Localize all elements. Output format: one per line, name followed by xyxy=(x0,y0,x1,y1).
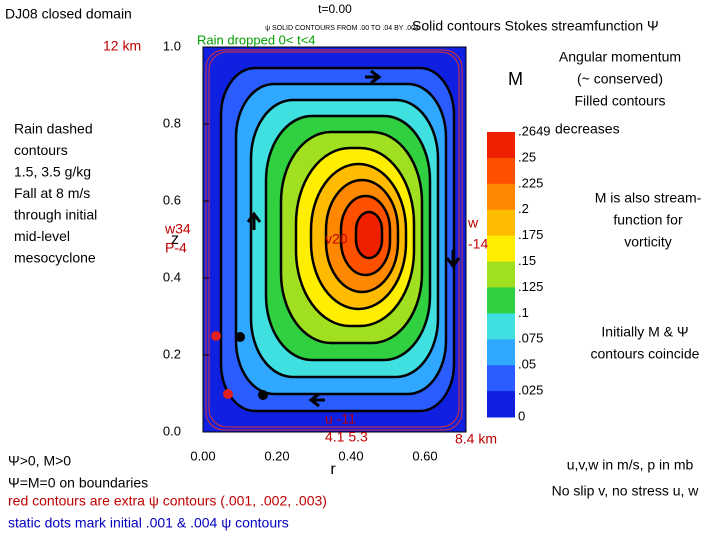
marker-dot xyxy=(211,331,221,341)
coincide-note: Initially M & Ψ xyxy=(601,324,688,340)
decreases: decreases xyxy=(555,121,620,137)
angular-note: Angular momentum xyxy=(559,49,681,65)
arrow xyxy=(365,69,382,85)
plot-subtitle: ψ SOLID CONTOURS FROM .00 TO .04 BY .004 xyxy=(265,25,419,32)
positive-note: Ψ>0, M>0 xyxy=(8,453,71,469)
colorbar-band xyxy=(487,209,515,237)
colorbar-tick-label: .025 xyxy=(518,383,543,398)
colorbar-tick-label: .075 xyxy=(518,331,543,346)
x-tick-label: 0.20 xyxy=(264,448,289,463)
colorbar-band xyxy=(487,339,515,366)
colorbar-band xyxy=(487,132,515,159)
colorbar-band xyxy=(487,287,515,314)
colorbar-band xyxy=(487,157,515,185)
colorbar-band xyxy=(487,391,515,418)
colorbar-band xyxy=(487,183,515,211)
rain-note: mesocyclone xyxy=(14,250,96,266)
y-tick-label: 1.0 xyxy=(163,38,181,53)
units-note: u,v,w in m/s, p in mb xyxy=(567,457,694,473)
colorbar-tick-label: .1 xyxy=(518,305,529,320)
coincide-note: contours coincide xyxy=(591,346,700,362)
arrow xyxy=(308,392,325,408)
w-left-label: w34 xyxy=(164,221,191,237)
colorbar-tick-label: .175 xyxy=(518,227,543,242)
colorbar-tick-label: .2649 xyxy=(518,123,551,138)
x-tick-label: 0.00 xyxy=(190,448,215,463)
height-label: 12 km xyxy=(103,38,141,54)
dots-note: static dots mark initial .001 & .004 ψ c… xyxy=(8,515,289,531)
rain-note: Fall at 8 m/s xyxy=(14,185,90,201)
width-label: 8.4 km xyxy=(455,431,497,447)
angular-note: (~ conserved) xyxy=(577,71,663,87)
boundary-note: Ψ=M=0 on boundaries xyxy=(8,475,148,491)
x-tick-label: 0.60 xyxy=(412,448,437,463)
rain-dropped: Rain dropped 0< t<4 xyxy=(197,32,316,47)
colorbar-tick-label: 0 xyxy=(518,408,525,423)
red-contour xyxy=(205,49,463,431)
y-label: z xyxy=(171,231,179,248)
stream-note: vorticity xyxy=(624,234,671,250)
w-left-label: P-4 xyxy=(165,240,187,256)
colorbar-tick-label: .15 xyxy=(518,253,536,268)
arrow xyxy=(445,250,461,269)
colorbar-tick-label: .2 xyxy=(518,201,529,216)
y-tick-label: 0.6 xyxy=(163,192,181,207)
slip-note: No slip v, no stress u, w xyxy=(552,483,700,499)
colorbar-band xyxy=(487,261,515,288)
rain-note: contours xyxy=(14,142,68,158)
rain-note: mid-level xyxy=(14,228,70,244)
time-label: t=0.00 xyxy=(318,2,352,16)
y-tick-label: 0.4 xyxy=(163,269,181,284)
stream-note: M is also stream- xyxy=(595,190,702,206)
x-tick-label: 0.40 xyxy=(338,448,363,463)
marker-dot xyxy=(223,389,233,399)
x-label: r xyxy=(330,461,336,478)
contour-plot xyxy=(203,47,466,432)
colorbar-tick-label: .25 xyxy=(518,149,536,164)
stream-note: function for xyxy=(613,212,683,228)
w-right-label: -14 xyxy=(468,236,488,252)
colorbar-tick-label: .125 xyxy=(518,279,543,294)
u-label: u -11 xyxy=(325,411,356,427)
rain-note: 1.5, 3.5 g/kg xyxy=(14,164,91,180)
u-label: 4.1 5.3 xyxy=(325,429,368,445)
colorbar-label: M xyxy=(508,69,523,89)
v-label: v20 xyxy=(325,231,348,247)
y-tick-label: 0.0 xyxy=(163,423,181,438)
contour xyxy=(354,210,384,260)
red-contour xyxy=(208,51,460,428)
red-note: red contours are extra ψ contours (.001,… xyxy=(8,493,327,509)
colorbar-band xyxy=(487,365,515,392)
y-tick-label: 0.2 xyxy=(163,346,181,361)
marker-dot xyxy=(258,390,268,400)
rain-note: Rain dashed xyxy=(14,121,93,137)
colorbar-band xyxy=(487,235,515,263)
right-title: Solid contours Stokes streamfunction Ψ xyxy=(412,18,659,34)
y-tick-label: 0.8 xyxy=(163,115,181,130)
slide-title: DJ08 closed domain xyxy=(5,6,132,22)
angular-note: Filled contours xyxy=(574,93,665,109)
arrow xyxy=(246,211,262,230)
colorbar-tick-label: .05 xyxy=(518,357,536,372)
rain-note: through initial xyxy=(14,207,97,223)
colorbar-band xyxy=(487,313,515,340)
w-right-label: w xyxy=(467,215,479,231)
plot-frame xyxy=(202,46,467,433)
marker-dot xyxy=(235,332,245,342)
colorbar-tick-label: .225 xyxy=(518,175,543,190)
